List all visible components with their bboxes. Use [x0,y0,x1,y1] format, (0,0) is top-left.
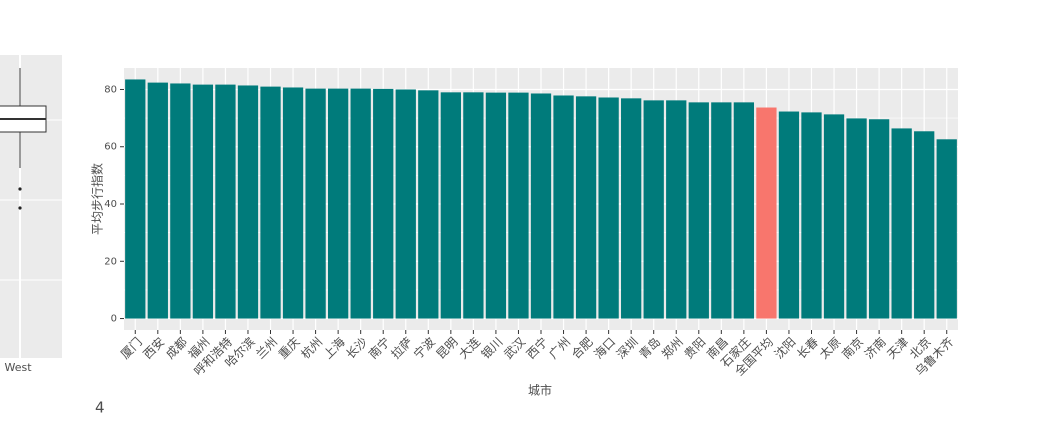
x-tick-label: 杭州 [298,334,326,362]
x-tick-label: 深圳 [614,335,641,362]
left-boxplot-fragment: West [0,55,62,374]
bar [868,119,890,319]
x-tick-label: 海口 [591,334,619,362]
bar [530,93,552,319]
bar [598,97,619,319]
left-x-tick-label: West [4,361,32,374]
x-tick-label: 郑州 [658,334,686,362]
bar [170,83,191,319]
bar [643,100,664,319]
x-tick-label: 长沙 [343,335,370,362]
x-tick-label: 武汉 [501,335,528,362]
x-tick-label: 天津 [884,335,911,362]
bar [395,89,416,319]
x-tick-label: 南宁 [365,334,393,362]
outlier [18,206,22,210]
bar [756,107,777,319]
bar [192,84,214,319]
bar [485,92,507,319]
y-tick-label: 20 [104,256,117,267]
y-axis-title: 平均步行指数 [90,163,105,235]
bar [666,100,687,319]
x-tick-label: 拉萨 [388,334,416,362]
x-tick-label: 长春 [794,335,821,362]
bar [418,90,439,319]
x-tick-label: 兰州 [253,335,280,362]
y-tick-label: 80 [104,84,117,95]
bar [237,85,259,319]
bar [305,88,326,319]
page-number: 4 [95,399,105,417]
bar [553,95,574,319]
bar [327,88,349,319]
x-tick-label: 宁波 [410,334,438,362]
x-tick-label: 广州 [546,335,573,362]
y-tick-label: 60 [104,142,117,153]
x-tick-label: 南京 [839,334,867,362]
bar [373,88,394,319]
bar [621,98,642,319]
bar [260,86,281,319]
bar [575,96,597,319]
bar [891,128,912,319]
bar [125,79,146,319]
bar [463,92,484,319]
bar [440,92,461,319]
x-tick-label: 太原 [816,334,844,362]
x-tick-label: 重庆 [276,335,303,362]
bar [711,102,732,319]
x-tick-label: 昆明 [434,335,461,362]
x-tick-label: 成都 [163,335,190,362]
left-panel [0,55,62,358]
x-tick-label: 厦门 [117,334,145,362]
x-tick-label: 贵阳 [681,335,708,362]
x-tick-label: 西宁 [523,334,551,362]
bar [936,139,957,319]
y-tick-label: 40 [104,199,117,210]
x-tick-label: 青岛 [636,334,664,362]
bar [914,131,935,319]
bar [778,111,800,319]
bar [733,102,755,319]
bar [350,88,371,319]
bar [508,92,529,319]
x-tick-label: 济南 [861,334,889,362]
bar [215,84,236,319]
bar [823,114,845,319]
bar [147,82,168,319]
x-tick-label: 合肥 [568,334,596,362]
x-tick-label: 银川 [479,335,506,362]
bar [846,118,867,319]
x-tick-label: 沈阳 [771,334,799,362]
x-axis-title: 城市 [528,383,552,398]
x-tick-label: 西安 [140,334,168,362]
y-tick-label: 0 [111,314,117,325]
bar [801,112,822,319]
x-tick-label: 上海 [320,334,348,362]
bar [282,87,304,319]
outlier [18,187,22,191]
x-tick-label: 大连 [455,334,483,362]
bar [688,102,709,319]
